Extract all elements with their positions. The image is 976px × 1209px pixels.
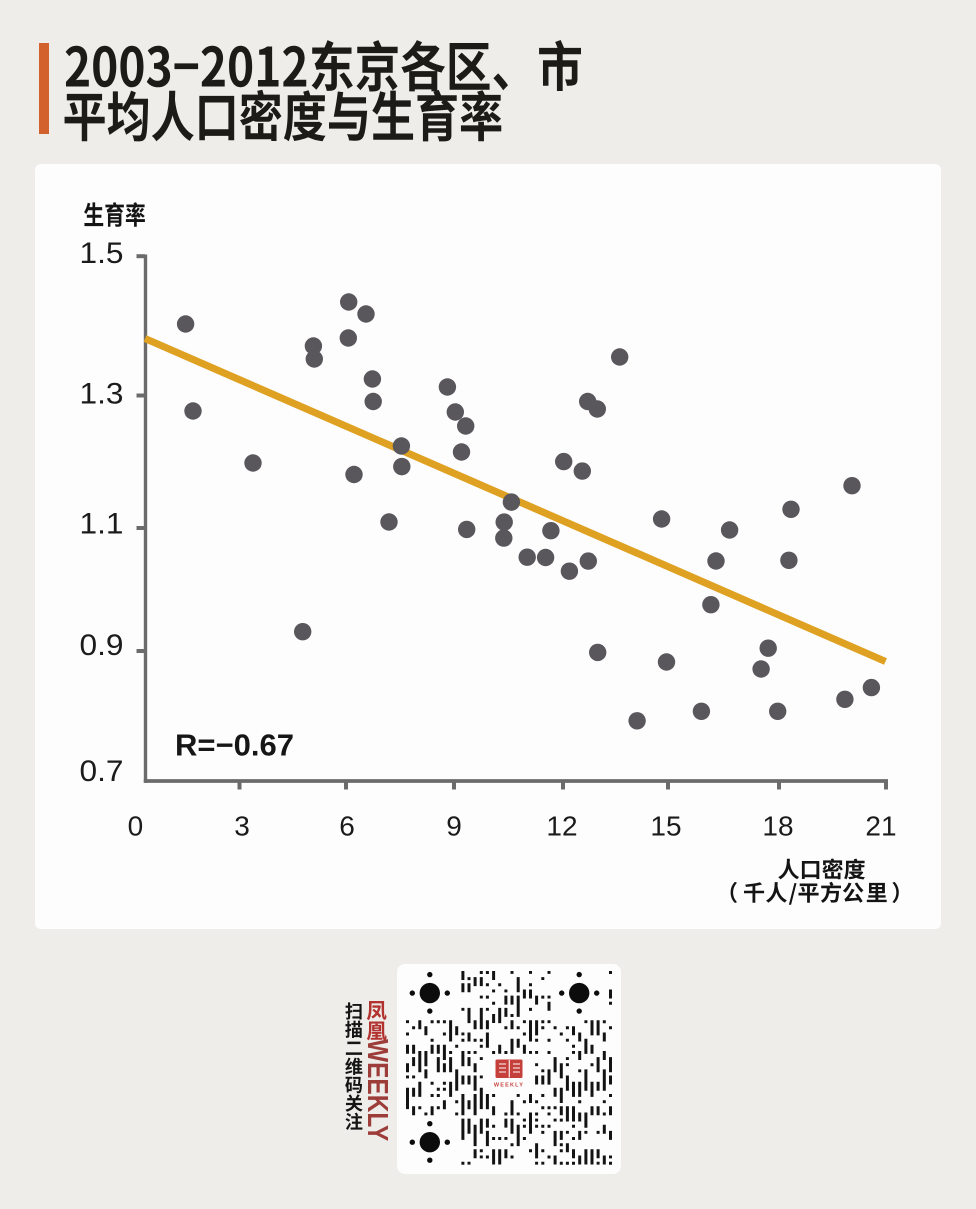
svg-text:1.5: 1.5 xyxy=(80,237,124,270)
svg-text:0.7: 0.7 xyxy=(80,755,124,788)
svg-text:6: 6 xyxy=(339,811,355,842)
svg-text:1.3: 1.3 xyxy=(80,378,124,411)
svg-text:3: 3 xyxy=(234,811,250,842)
svg-text:WEEKLY: WEEKLY xyxy=(494,1083,524,1089)
svg-text:1.1: 1.1 xyxy=(80,508,124,541)
svg-text:R=−0.67: R=−0.67 xyxy=(175,728,294,763)
svg-text:0: 0 xyxy=(128,811,144,842)
svg-text:9: 9 xyxy=(446,811,462,842)
svg-text:12: 12 xyxy=(546,811,577,842)
svg-text:WEEKLY: WEEKLY xyxy=(362,1039,394,1141)
svg-text:21: 21 xyxy=(865,811,896,842)
svg-text:15: 15 xyxy=(650,811,681,842)
svg-text:0.9: 0.9 xyxy=(80,629,124,662)
svg-text:18: 18 xyxy=(762,811,793,842)
